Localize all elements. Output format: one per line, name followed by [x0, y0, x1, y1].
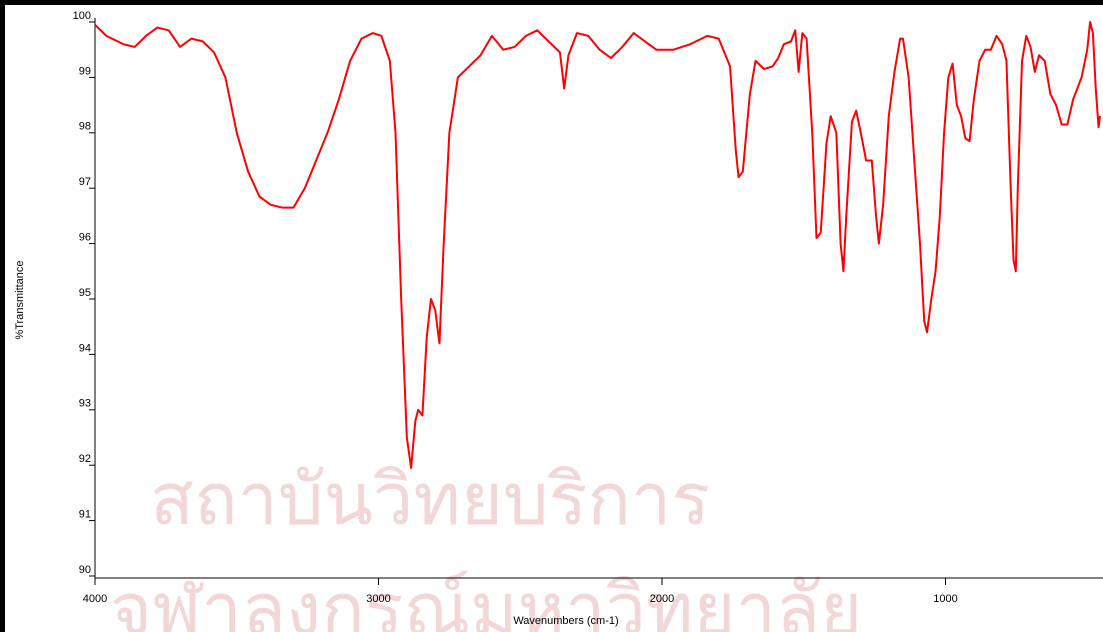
- y-tick-label: 91: [79, 509, 91, 521]
- x-tick-label: 4000: [83, 593, 107, 605]
- x-axis-label: Wavenumbers (cm-1): [513, 615, 618, 627]
- y-tick-label: 92: [79, 453, 91, 465]
- spectrum-line: [94, 21, 1101, 469]
- y-tick-label: 99: [79, 65, 91, 77]
- y-tick-label: 94: [79, 342, 91, 354]
- y-axis-label: %Transmittance: [14, 260, 26, 339]
- x-tick-label: 3000: [366, 593, 390, 605]
- y-tick-label: 93: [79, 398, 91, 410]
- watermark: สถาบันวิทยบริการ: [150, 460, 710, 540]
- y-tick-label: 100: [73, 10, 91, 22]
- y-tick-label: 96: [79, 232, 91, 244]
- y-tick-label: 90: [79, 564, 91, 576]
- y-tick-label: 95: [79, 287, 91, 299]
- x-tick-label: 1000: [933, 593, 957, 605]
- x-tick-label: 2000: [650, 593, 674, 605]
- frame-top: [0, 0, 1103, 5]
- y-tick-label: 98: [79, 121, 91, 133]
- frame-left: [0, 0, 5, 632]
- watermark: จุฬาลงกรณ์มหาวิทยาลัย: [110, 570, 862, 632]
- y-tick-label: 97: [79, 176, 91, 188]
